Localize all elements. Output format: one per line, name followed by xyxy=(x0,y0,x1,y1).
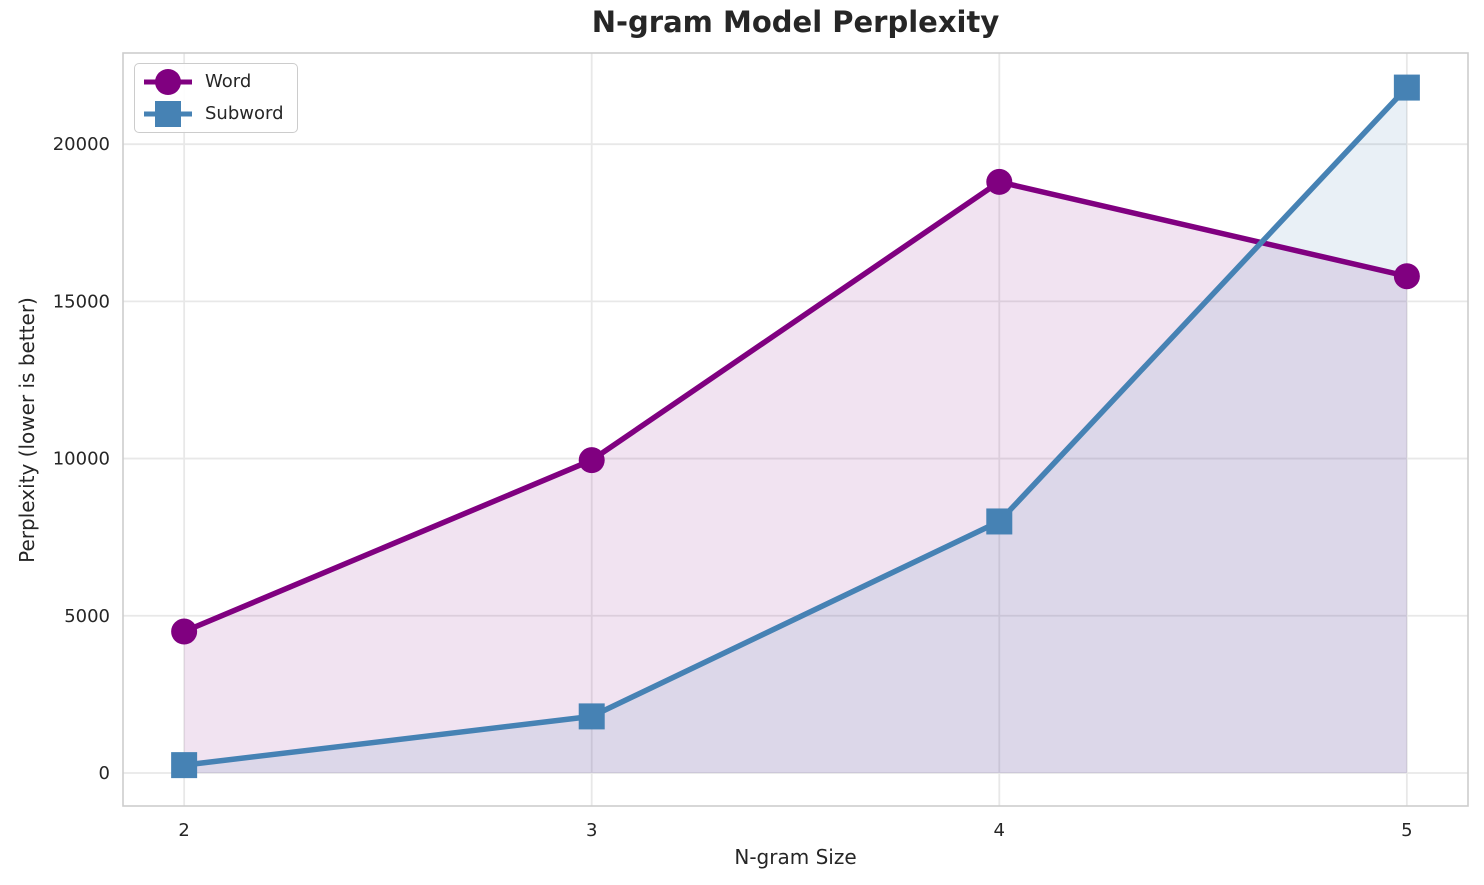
legend-sample-circle xyxy=(155,69,181,96)
marker-word-x5 xyxy=(1393,263,1420,290)
marker-word-x2 xyxy=(171,618,198,645)
circle-marker-icon xyxy=(144,67,192,97)
y-tick-label-10000: 10000 xyxy=(53,449,110,470)
x-tick-label-3: 3 xyxy=(586,820,597,841)
plot-background xyxy=(123,53,1468,806)
x-tick-label-5: 5 xyxy=(1401,820,1412,841)
legend: Word Subword xyxy=(134,63,298,133)
marker-subword-x4 xyxy=(986,508,1013,535)
marker-subword-x3 xyxy=(578,703,605,730)
marker-word-x3 xyxy=(578,447,605,474)
marker-word-x4 xyxy=(986,168,1013,195)
marker-subword-x2 xyxy=(171,752,198,779)
y-tick-label-20000: 20000 xyxy=(53,134,110,155)
line-subword xyxy=(181,84,1410,768)
y-axis-label: Perplexity (lower is better) xyxy=(15,297,39,563)
legend-sample-square xyxy=(155,100,181,127)
y-tick-label-0: 0 xyxy=(99,763,110,784)
square-marker-icon xyxy=(144,99,192,129)
x-tick-label-2: 2 xyxy=(178,820,189,841)
area-subword xyxy=(184,87,1407,773)
line-word xyxy=(181,179,1410,635)
legend-item-subword: Subword xyxy=(144,99,288,130)
marker-subword-x5 xyxy=(1393,74,1420,101)
area-word xyxy=(184,181,1407,773)
legend-label: Word xyxy=(205,71,252,93)
plot-border xyxy=(122,52,1469,807)
y-tick-label-15000: 15000 xyxy=(53,291,110,312)
y-tick-label-5000: 5000 xyxy=(64,606,110,627)
x-axis-label: N-gram Size xyxy=(734,845,857,869)
legend-item-word: Word xyxy=(144,67,288,98)
legend-label: Subword xyxy=(205,102,284,124)
x-tick-label-4: 4 xyxy=(994,820,1005,841)
chart-title: N-gram Model Perplexity xyxy=(591,5,1000,39)
